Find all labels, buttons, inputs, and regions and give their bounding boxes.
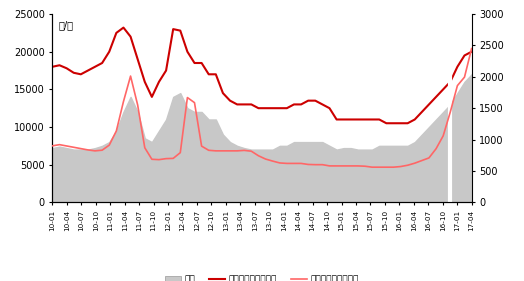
Legend: 价差, 钓白粉（金红石型）, 钓精矿（四川攀钙）: 价差, 钓白粉（金红石型）, 钓精矿（四川攀钙） <box>161 272 363 281</box>
Text: 元/吨: 元/吨 <box>59 20 74 30</box>
